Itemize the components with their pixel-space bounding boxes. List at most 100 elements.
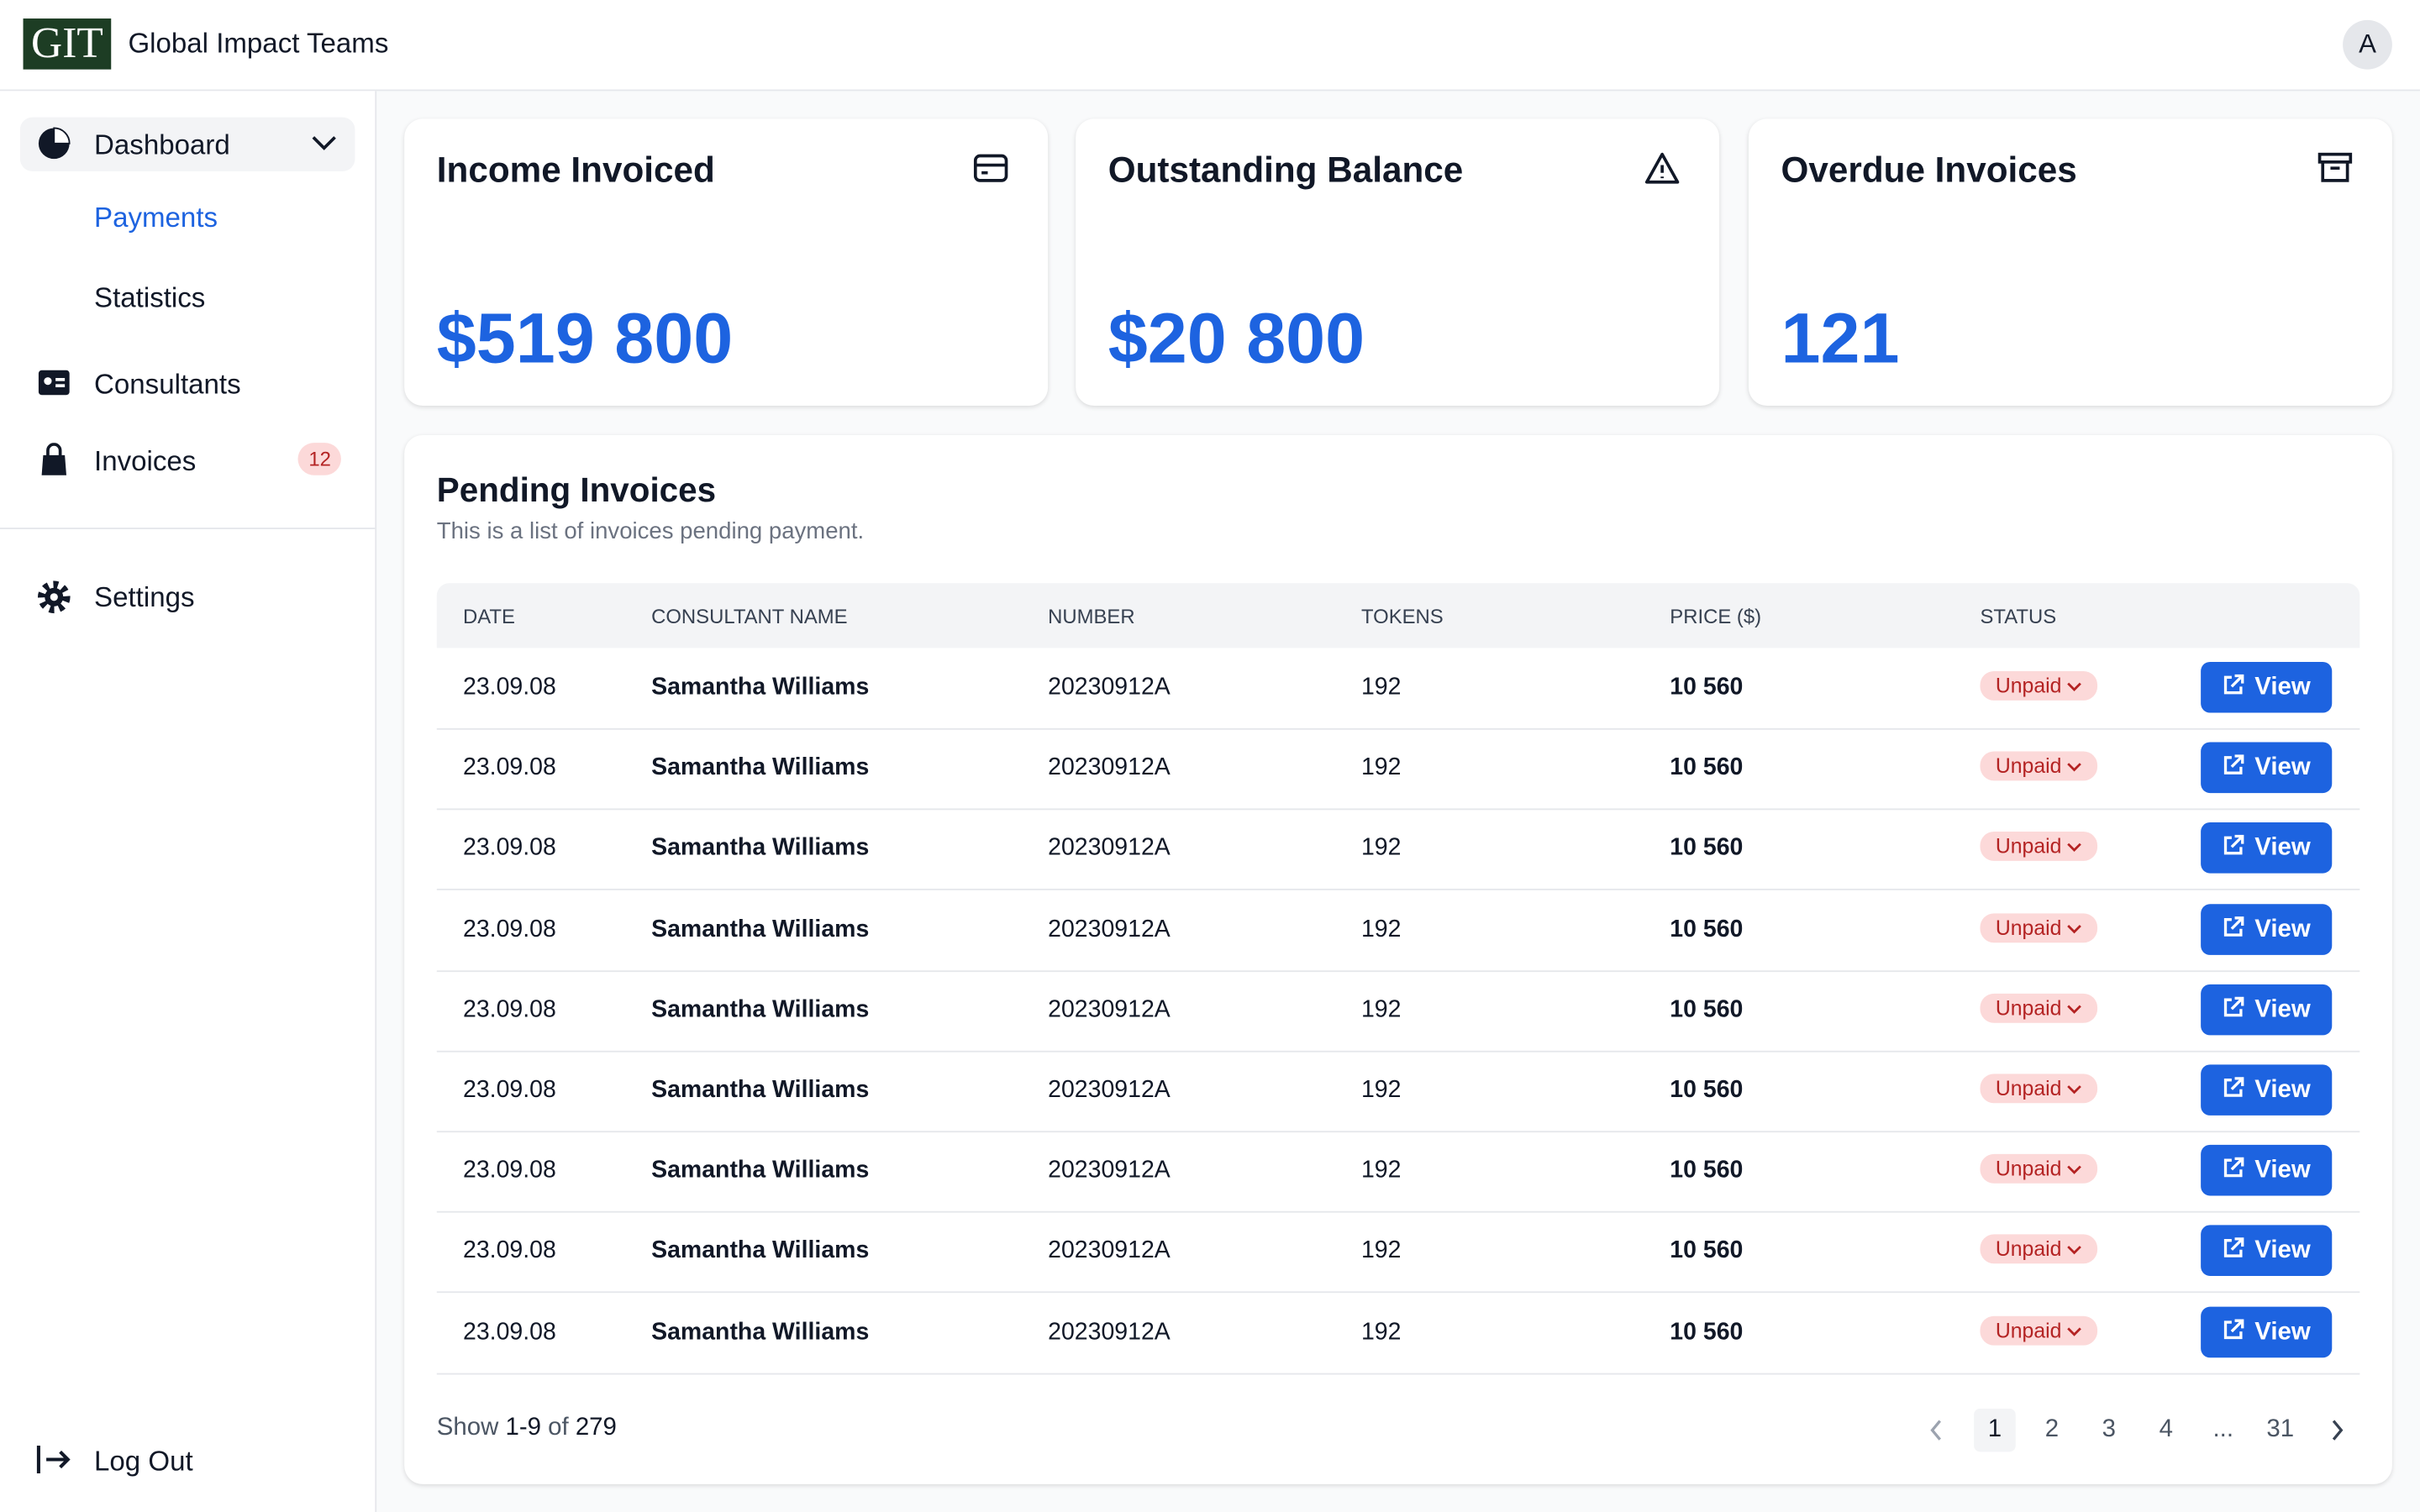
cell: Samantha Williams [651,674,870,701]
table-row: 23.09.08 Samantha Williams 20230912A 192 10 … [436,890,2360,972]
column-header: PRICE ($) [1670,604,1762,628]
view-button[interactable]: View [2201,903,2333,955]
status-badge[interactable]: Unpaid [1980,1315,2097,1345]
view-button[interactable]: View [2201,1145,2333,1196]
status-text: Unpaid [1995,916,2062,939]
avatar[interactable]: A [2343,19,2392,70]
cell: 192 [1360,996,1402,1023]
page-button[interactable]: ... [2212,1416,2234,1443]
page-button[interactable]: 4 [2159,1416,2173,1443]
table-row: 23.09.08 Samantha Williams 20230912A 192 10 … [436,1131,2360,1213]
icon [38,370,70,396]
cell: 20230912A [1048,1237,1171,1264]
icon [2223,1158,2244,1178]
cell: 23.09.08 [463,916,556,942]
icon [2066,1326,2081,1336]
status-badge[interactable]: Unpaid [1980,832,2097,862]
button-text: View [2254,835,2311,862]
cell: 23.09.08 [463,1077,556,1104]
cell: 192 [1360,835,1402,862]
cell: 23.09.08 [463,835,556,862]
icon [2223,1318,2244,1339]
cell: 10 560 [1670,1237,1744,1264]
status-badge[interactable]: Unpaid [1980,751,2097,781]
cell: 23.09.08 [463,1318,556,1345]
cell: Samantha Williams [651,996,870,1023]
nav-item[interactable]: Settings [94,581,195,613]
icon [2066,1165,2081,1175]
cell: 20230912A [1048,754,1171,781]
cell: 10 560 [1670,674,1744,701]
cell: 23.09.08 [463,754,556,781]
view-button[interactable]: View [2201,1305,2333,1357]
cell: 20230912A [1048,1318,1171,1345]
view-button[interactable]: View [2201,661,2333,713]
button-text: View [2254,1157,2311,1184]
cell: 10 560 [1670,1318,1744,1345]
status-badge[interactable]: Unpaid [1980,993,2097,1023]
table-row: 23.09.08 Samantha Williams 20230912A 192 10 … [436,1292,2360,1374]
table-subtitle: This is a list of invoices pending payme… [436,518,865,545]
cell: 192 [1360,1318,1402,1345]
status-badge[interactable]: Unpaid [1980,1235,2097,1264]
icon [2066,924,2081,933]
cell: 23.09.08 [463,674,556,701]
prev[interactable] [1928,1418,1946,1442]
card-value: 121 [1781,297,1900,378]
icon [2223,754,2244,775]
page-button[interactable]: 31 [2266,1416,2295,1443]
card-title: Income Invoiced [436,150,715,190]
page-button[interactable]: 1 [1974,1408,2016,1452]
icon [37,580,71,614]
column-header: TOKENS [1360,604,1444,628]
page-button[interactable]: 2 [2044,1416,2060,1443]
button-text: View [2254,996,2311,1023]
next[interactable] [2328,1418,2346,1442]
nav-active[interactable] [19,117,355,171]
card-value: $20 800 [1107,297,1365,378]
cell: 10 560 [1670,1077,1744,1104]
button-text: View [2254,674,2311,701]
view-button[interactable]: View [2201,1064,2333,1116]
text: 279 [575,1415,617,1441]
nav-item[interactable]: Payments [94,202,218,234]
table-title: Pending Invoices [436,470,717,510]
status-badge[interactable]: Unpaid [1980,1074,2097,1104]
logo: GIT [23,18,112,70]
icon [2223,674,2244,695]
cell: 192 [1360,1077,1402,1104]
status-text: Unpaid [1995,835,2062,858]
icon [2223,835,2244,856]
nav-item[interactable]: Invoices [94,445,197,477]
nav-item[interactable]: Statistics [94,282,206,313]
column-header: DATE [463,604,515,628]
divider [0,528,376,529]
view-button[interactable]: View [2201,1226,2333,1277]
cell: 23.09.08 [463,1157,556,1184]
view-button[interactable]: View [2201,822,2333,874]
icon [2066,763,2081,772]
status-badge[interactable]: Unpaid [1980,1154,2097,1184]
icon [973,154,1008,182]
cell: 10 560 [1670,996,1744,1023]
button-text: View [2254,916,2311,942]
badge: 12 [297,443,342,475]
table-row: 23.09.08 Samantha Williams 20230912A 192 10 … [436,1051,2360,1133]
icon [41,443,66,475]
icon [2066,843,2081,853]
status-text: Unpaid [1995,1237,2062,1262]
nav-item[interactable]: Consultants [94,368,241,400]
page-button[interactable]: 3 [2102,1416,2117,1443]
view-button[interactable]: View [2201,742,2333,794]
card-icon [1644,150,1681,194]
column-header: STATUS [1980,604,2057,628]
icon [2223,916,2244,936]
nav-item[interactable]: Dashboard [94,129,230,161]
status-badge[interactable]: Unpaid [1980,670,2097,701]
status-badge[interactable]: Unpaid [1980,912,2097,942]
nav-item[interactable]: Log Out [94,1445,193,1477]
view-button[interactable]: View [2201,984,2333,1036]
button-text: View [2254,1237,2311,1264]
cell: 192 [1360,754,1402,781]
cell: Samantha Williams [651,835,870,862]
